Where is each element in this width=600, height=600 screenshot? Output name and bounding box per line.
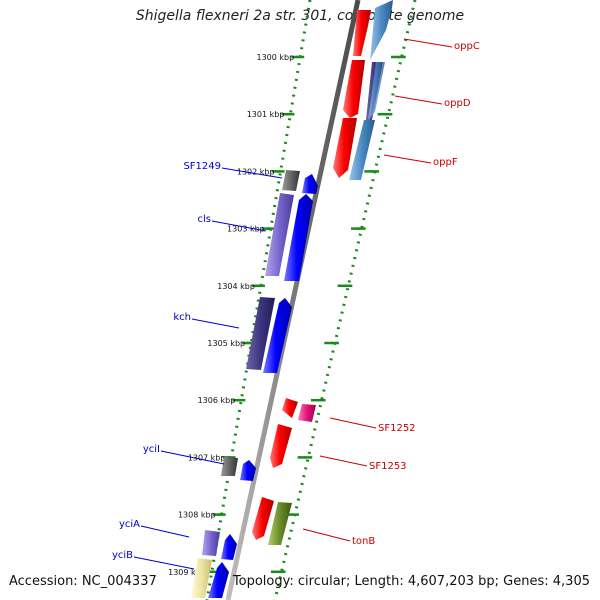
gene-label-leader: [302, 528, 351, 542]
gene-label-SF1249[interactable]: SF1249: [183, 161, 221, 172]
topology-text: Topology: circular; Length: 4,607,203 bp…: [232, 574, 590, 589]
gene-kch-partner[interactable]: [263, 298, 292, 373]
gene-tonB-partner[interactable]: [268, 502, 292, 545]
gene-SF1249-partner[interactable]: [302, 174, 318, 194]
genome-backbone: [225, 0, 361, 600]
kbp-label: 1304 kbp: [217, 282, 255, 291]
kbp-label: 1303 kbp: [227, 225, 265, 234]
gene-yciA-arrow[interactable]: [202, 530, 220, 556]
gene-label-leader: [394, 95, 443, 105]
gene-yciB[interactable]: [191, 558, 229, 598]
kbp-label: 1309 kbp: [168, 568, 206, 577]
gene-label-yciB[interactable]: yciB: [112, 550, 133, 561]
gene-label-leader: [319, 455, 368, 467]
gene-oppD-arrow[interactable]: [343, 60, 365, 118]
gene-label-oppF[interactable]: oppF: [433, 157, 458, 168]
gene-label-SF1253[interactable]: SF1253: [369, 461, 407, 472]
kbp-ruler: 1300 kbp 1301 kbp 1302 kbp 1303 kbp 1304 kbp…: [168, 53, 406, 577]
gene-oppF-arrow[interactable]: [333, 118, 357, 178]
gene-label-cls[interactable]: cls: [198, 214, 212, 225]
gene-yciA-partner[interactable]: [221, 534, 237, 560]
gene-tonB[interactable]: [252, 497, 292, 545]
gene-label-oppD[interactable]: oppD: [444, 98, 471, 109]
gene-yciB-arrow[interactable]: [191, 558, 212, 598]
gene-yciB-partner[interactable]: [208, 562, 229, 598]
gene-label-leader: [383, 154, 432, 164]
gene-label-kch[interactable]: kch: [173, 312, 191, 323]
gene-oppF-partner[interactable]: [349, 120, 375, 180]
gene-yciA[interactable]: [202, 530, 237, 560]
gene-label-yciI[interactable]: yciI: [143, 444, 160, 455]
gene-label-SF1252[interactable]: SF1252: [378, 423, 416, 434]
gene-labels: oppC oppD oppF SF1249 cls kch SF1252 SF1253 yciI…: [112, 38, 480, 570]
kbp-label: 1307 kbp: [188, 453, 226, 462]
right-ruler-rail: [273, 0, 417, 600]
gene-SF1249-arrow[interactable]: [282, 170, 300, 191]
gene-label-leader: [221, 167, 283, 179]
gene-oppD-partner2[interactable]: [368, 62, 385, 120]
gene-label-yciA[interactable]: yciA: [119, 519, 140, 530]
gene-oppC-arrow[interactable]: [353, 10, 371, 56]
gene-cls-partner[interactable]: [284, 194, 313, 281]
gene-SF1252-partner[interactable]: [298, 404, 316, 422]
gene-label-leader: [329, 417, 377, 429]
gene-oppC-partner[interactable]: [370, 0, 393, 60]
gene-kch-arrow[interactable]: [246, 297, 275, 370]
gene-SF1252[interactable]: [282, 398, 316, 422]
gene-SF1253-arrow[interactable]: [270, 424, 292, 468]
gene-yciI[interactable]: [221, 457, 256, 481]
gene-yciI-arrow[interactable]: [221, 457, 238, 476]
gene-label-oppC[interactable]: oppC: [454, 41, 480, 52]
gene-oppF[interactable]: [333, 118, 375, 180]
kbp-label: 1300 kbp: [257, 53, 295, 62]
gene-yciI-partner[interactable]: [240, 460, 256, 481]
gene-label-leader: [211, 220, 267, 232]
kbp-label: 1302 kbp: [237, 167, 275, 176]
kbp-label: 1301 kbp: [247, 110, 285, 119]
gene-oppC[interactable]: [353, 0, 393, 60]
gene-label-leader: [403, 38, 453, 48]
gene-SF1249[interactable]: [282, 170, 318, 194]
kbp-label: 1306 kbp: [198, 396, 236, 405]
left-ruler-rail: [205, 0, 312, 600]
gene-label-leader: [133, 556, 195, 570]
gene-label-tonB[interactable]: tonB: [352, 536, 375, 547]
gene-kch[interactable]: [246, 297, 292, 373]
gene-oppD[interactable]: [343, 60, 385, 120]
gene-label-leader: [160, 450, 225, 465]
kbp-label: 1305 kbp: [207, 339, 245, 348]
gene-SF1253[interactable]: [270, 424, 292, 468]
gene-cls[interactable]: [265, 193, 313, 281]
gene-tonB-arrow[interactable]: [252, 497, 274, 540]
gene-SF1252-arrow[interactable]: [282, 398, 298, 418]
accession-text: Accession: NC_004337: [9, 574, 157, 589]
gene-cls-arrow[interactable]: [265, 193, 294, 276]
gene-label-leader: [140, 525, 190, 538]
kbp-label: 1308 kbp: [178, 511, 216, 520]
gene-label-leader: [191, 318, 240, 329]
